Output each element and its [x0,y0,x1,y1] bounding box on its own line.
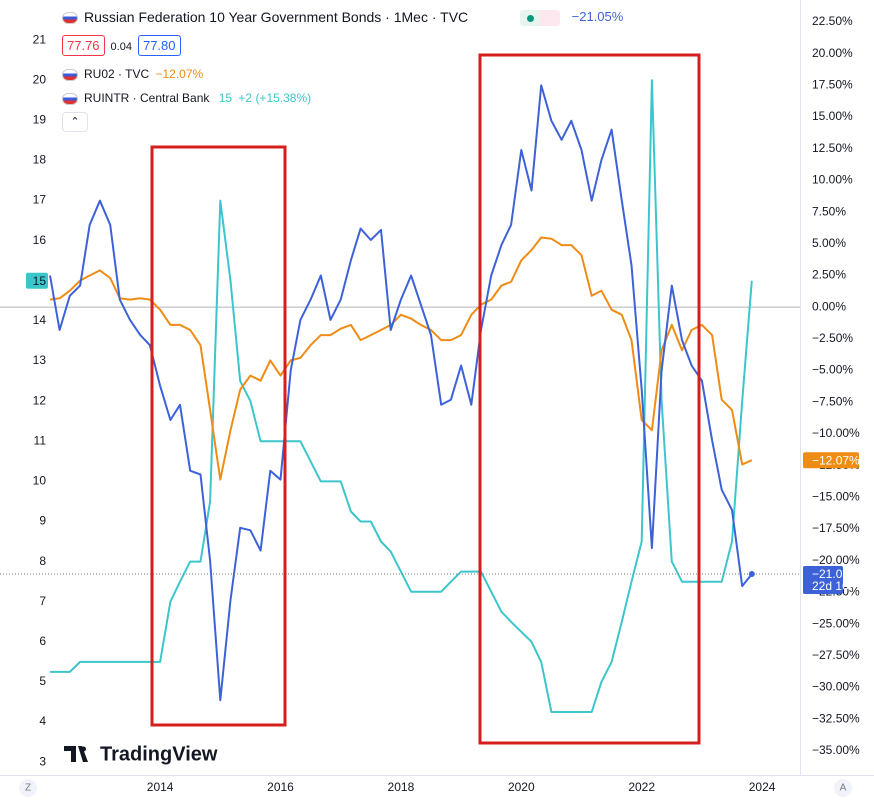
legend-change: +2 (+15.38%) [238,91,312,105]
x-tick-label: 2018 [388,780,415,794]
quote-row: 77.76 0.04 77.80 [62,35,187,56]
x-tick-label: 2014 [147,780,174,794]
legend-title[interactable]: Russian Federation 10 Year Government Bo… [84,9,469,25]
y2-tick-label: 2.50% [812,268,846,282]
y2-tick-label: −35.00% [812,743,860,757]
y2-tick-label: −25.00% [812,616,860,630]
y2-tick-label: −32.50% [812,711,860,725]
flag-icon [62,68,78,81]
legend-row: RUINTR · Central Bank 15 +2 (+15.38%) [62,91,311,105]
button-label[interactable]: A [840,783,847,794]
last-value-label: −12.07% [812,453,860,467]
y-tick-label: 5 [39,674,46,688]
status-icon [540,9,560,26]
y-tick-label: 13 [33,353,47,367]
button[interactable] [834,779,852,797]
y-tick-label: 4 [39,714,46,728]
y-tick-label: 8 [39,554,46,568]
y-tick-label: 19 [33,113,47,127]
y-tick-label: 9 [39,514,46,528]
last-value-box [803,566,843,595]
y-tick-label: 14 [33,313,47,327]
y2-tick-label: 0.00% [812,299,846,313]
y-tick-label: 12 [33,393,47,407]
y2-tick-label: 10.00% [812,173,853,187]
legend-status: −21.05% [520,9,623,26]
y-tick-label: 18 [33,153,47,167]
last-value-label: −21.05% [812,567,860,581]
y-tick-label: 17 [33,193,47,207]
legend-row: Russian Federation 10 Year Government Bo… [62,9,468,25]
last-value-box [26,272,48,289]
series-line [50,79,753,713]
countdown-label: 22d 16h [812,579,855,593]
legend-title[interactable]: RU02 · TVC [84,67,150,81]
y2-tick-label: 7.50% [812,204,846,218]
flag-icon [62,92,78,105]
y2-tick-label: −7.50% [812,394,853,408]
x-tick-label: 2020 [508,780,535,794]
last-point [748,571,755,578]
flag-icon [62,12,78,25]
y-tick-label: 6 [39,634,46,648]
y-tick-label: 20 [33,72,47,86]
legend-value: 15 [218,91,233,105]
highlight-box [150,145,287,727]
y2-tick-label: −15.00% [812,490,860,504]
y2-tick-label: −10.00% [812,426,860,440]
y2-tick-label: −30.00% [812,680,860,694]
series-line [49,84,753,702]
y-tick-label: 10 [33,474,47,488]
spread: 0.04 [110,41,132,53]
plot [0,79,800,713]
y2-tick-label: 22.50% [812,14,853,28]
y-tick-label: 7 [39,594,46,608]
sell-box[interactable]: 77.76 [62,35,105,56]
last-value-box [803,452,859,469]
logo-icon [81,746,86,752]
last-value-label: 15 [33,274,47,288]
y2-tick-label: 5.00% [812,236,846,250]
y2-tick-label: −17.50% [812,521,860,535]
y2-tick-label: −20.00% [812,553,860,567]
y-tick-label: 16 [33,233,47,247]
y2-tick-label: −27.50% [812,648,860,662]
legend-row: RU02 · TVC −12.07% [62,67,203,81]
series-line [49,236,753,481]
logo-text: TradingView [100,743,218,765]
x-tick-label: 2022 [628,780,655,794]
legend-title[interactable]: RUINTR · Central Bank [84,91,210,105]
status-icon [520,9,540,26]
highlight-box [478,53,701,745]
y2-tick-label: −5.00% [812,363,853,377]
y2-tick-label: 15.00% [812,109,853,123]
y-tick-label: 3 [39,754,46,768]
buy-box[interactable]: 77.80 [137,35,181,56]
logo: TradingView [64,743,218,765]
legend-value: −12.07% [155,67,204,81]
y2-tick-label: 20.00% [812,46,853,60]
y2-tick-label: 17.50% [812,77,853,91]
legend-value: −21.05% [571,9,624,24]
y-tick-label: 11 [34,433,47,447]
collapse-button[interactable]: ⌃ [62,112,88,132]
button-label[interactable]: Z [25,783,31,794]
y-tick-label: 21 [33,32,47,46]
x-tick-label: 2016 [267,780,294,794]
button[interactable] [19,779,37,797]
y2-tick-label: 12.50% [812,141,853,155]
y2-tick-label: −2.50% [812,331,853,345]
x-tick-label: 2024 [749,780,776,794]
